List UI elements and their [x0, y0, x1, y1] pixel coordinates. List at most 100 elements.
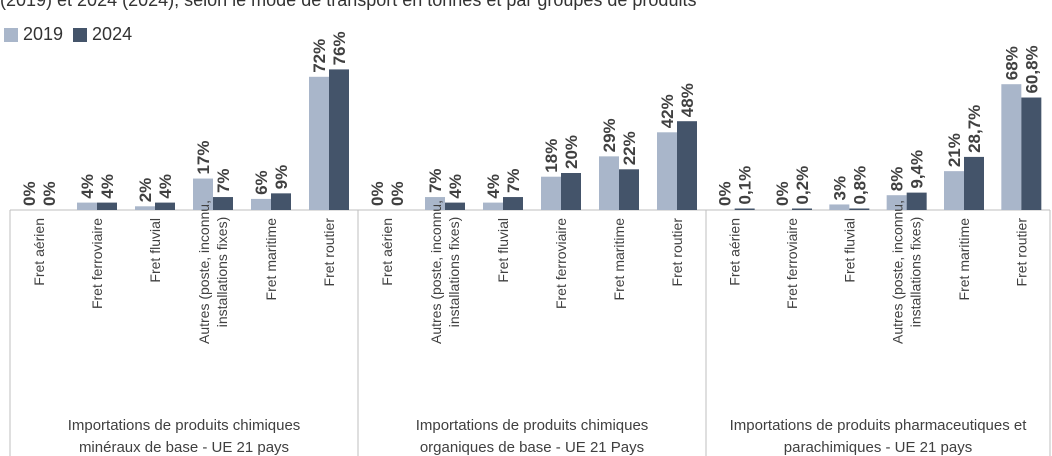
category-label-g3-c4-l2: installations fixes) — [908, 217, 924, 328]
category-label-g3-c2: Fret ferroviaire — [784, 218, 800, 309]
data-label-g2-c5-s2: 22% — [620, 131, 639, 165]
data-label-g2-c1-s1: 0% — [368, 181, 387, 206]
category-label-g2-c1: Fret aérien — [379, 218, 395, 286]
data-label-g1-c2-s1: 4% — [78, 174, 97, 199]
category-label-g3-c5: Fret maritime — [956, 218, 972, 301]
data-label-g2-c3-s2: 7% — [504, 168, 523, 193]
data-label-g2-c3-s1: 4% — [484, 174, 503, 199]
group-label-1-line-2: minéraux de base - UE 21 pays — [79, 439, 289, 456]
bar-g3-c2-s2 — [792, 208, 812, 210]
bar-g1-c2-s2 — [97, 202, 117, 210]
legend-item-2019: 2019 — [4, 24, 63, 45]
bar-g2-c2-s2 — [445, 202, 465, 210]
bar-g3-c3-s2 — [849, 208, 870, 210]
category-label-g3-c3: Fret fluvial — [841, 218, 857, 283]
bar-g3-c6-s2 — [1021, 97, 1042, 210]
bar-g3-c5-s1 — [944, 171, 964, 210]
category-label-g3-c4-l1: Autres (poste, inconnu, — [890, 200, 906, 344]
data-label-g3-c6-s2: 60,8% — [1022, 45, 1041, 93]
data-label-g3-c2-s2: 0,2% — [793, 166, 812, 205]
data-label-g1-c2-s2: 4% — [98, 174, 117, 199]
bar-g2-c4-s1 — [541, 176, 561, 210]
group-label-2-line-1: Importations de produits chimiques — [416, 417, 649, 434]
category-label-g2-c6: Fret routier — [669, 218, 685, 287]
data-label-g3-c3-s2: 0,8% — [850, 166, 869, 205]
data-label-g3-c5-s1: 21% — [945, 133, 964, 167]
category-label-g1-c6: Fret routier — [321, 218, 337, 287]
bar-g3-c6-s1 — [1001, 84, 1022, 210]
bar-g3-c3-s1 — [829, 204, 850, 210]
data-label-g1-c4-s2: 7% — [214, 168, 233, 193]
category-label-g1-c4-l2: installations fixes) — [214, 217, 230, 328]
data-label-g1-c1-s2: 0% — [40, 181, 59, 206]
legend: 2019 2024 — [4, 24, 142, 45]
data-label-g2-c2-s1: 7% — [426, 168, 445, 193]
category-label-g3-c1: Fret aérien — [727, 218, 743, 286]
bar-g1-c6-s1 — [309, 76, 329, 210]
legend-label-2019: 2019 — [23, 24, 64, 44]
legend-label-2024: 2024 — [92, 24, 133, 44]
data-label-g1-c5-s1: 6% — [252, 170, 271, 195]
category-label-g1-c3: Fret fluvial — [147, 218, 163, 283]
data-label-g1-c3-s2: 4% — [156, 174, 175, 199]
bar-g2-c3-s1 — [483, 202, 503, 210]
data-label-g3-c1-s1: 0% — [716, 181, 735, 206]
bar-g3-c5-s2 — [964, 156, 984, 210]
data-label-g3-c4-s1: 8% — [888, 167, 907, 192]
category-label-g3-c6: Fret routier — [1013, 218, 1029, 287]
category-label-g1-c1: Fret aérien — [31, 218, 47, 286]
bar-g2-c6-s2 — [677, 121, 697, 210]
group-label-3-line-1: Importations de produits pharmaceutiques… — [730, 417, 1028, 434]
bar-g1-c6-s2 — [329, 69, 349, 211]
bar-g2-c5-s2 — [619, 169, 639, 210]
bar-g1-c4-s2 — [213, 197, 233, 210]
category-label-g2-c2-l2: installations fixes) — [446, 217, 462, 328]
legend-item-2024: 2024 — [73, 24, 132, 45]
chart-header-fragment: (2019) et 2024 (2024), selon le mode de … — [0, 0, 697, 10]
bar-g2-c5-s1 — [599, 156, 619, 210]
data-label-g1-c6-s1: 72% — [310, 39, 329, 73]
data-label-g1-c3-s1: 2% — [136, 178, 155, 203]
data-label-g2-c4-s2: 20% — [562, 135, 581, 169]
data-label-g3-c2-s1: 0% — [773, 181, 792, 206]
data-label-g3-c4-s2: 9,4% — [908, 150, 927, 189]
data-label-g2-c6-s2: 48% — [678, 83, 697, 117]
bar-g2-c3-s2 — [503, 197, 523, 210]
group-label-3-line-2: parachimiques - UE 21 pays — [784, 439, 972, 456]
data-label-g1-c5-s2: 9% — [272, 165, 291, 190]
bar-g2-c4-s2 — [561, 173, 581, 210]
category-label-g1-c4-l1: Autres (poste, inconnu, — [196, 200, 212, 344]
data-label-g3-c3-s1: 3% — [830, 176, 849, 201]
category-label-g1-c5: Fret maritime — [263, 218, 279, 301]
data-label-g3-c1-s2: 0,1% — [736, 166, 755, 205]
group-label-1-line-1: Importations de produits chimiques — [68, 417, 301, 434]
bar-g3-c4-s2 — [906, 192, 927, 210]
data-label-g2-c4-s1: 18% — [542, 139, 561, 173]
data-label-g3-c5-s2: 28,7% — [965, 105, 984, 153]
group-label-2-line-2: organiques de base - UE 21 Pays — [420, 439, 644, 456]
bar-g1-c5-s2 — [271, 193, 291, 210]
bar-g1-c3-s2 — [155, 202, 175, 210]
data-label-g2-c5-s1: 29% — [600, 118, 619, 152]
data-label-g1-c4-s1: 17% — [194, 141, 213, 175]
bar-g1-c3-s1 — [135, 206, 155, 210]
bar-g1-c5-s1 — [251, 198, 271, 210]
category-label-g1-c2: Fret ferroviaire — [89, 218, 105, 309]
data-label-g1-c1-s1: 0% — [20, 181, 39, 206]
data-label-g2-c2-s2: 4% — [446, 174, 465, 199]
legend-swatch-2024 — [73, 27, 88, 42]
data-label-g2-c6-s1: 42% — [658, 94, 677, 128]
bar-g3-c4-s1 — [886, 195, 907, 210]
category-label-g2-c3: Fret fluvial — [495, 218, 511, 283]
bar-g2-c6-s1 — [657, 132, 677, 210]
bar-g2-c2-s1 — [425, 197, 445, 210]
data-label-g1-c6-s2: 76% — [330, 31, 349, 65]
legend-swatch-2019 — [4, 27, 18, 42]
category-label-g2-c2-l1: Autres (poste, inconnu, — [428, 200, 444, 344]
data-label-g3-c6-s1: 68% — [1002, 46, 1021, 80]
data-label-g2-c1-s2: 0% — [388, 181, 407, 206]
category-label-g2-c4: Fret ferroviaire — [553, 218, 569, 309]
bar-g3-c1-s2 — [734, 208, 755, 210]
bar-g1-c4-s1 — [193, 178, 213, 210]
